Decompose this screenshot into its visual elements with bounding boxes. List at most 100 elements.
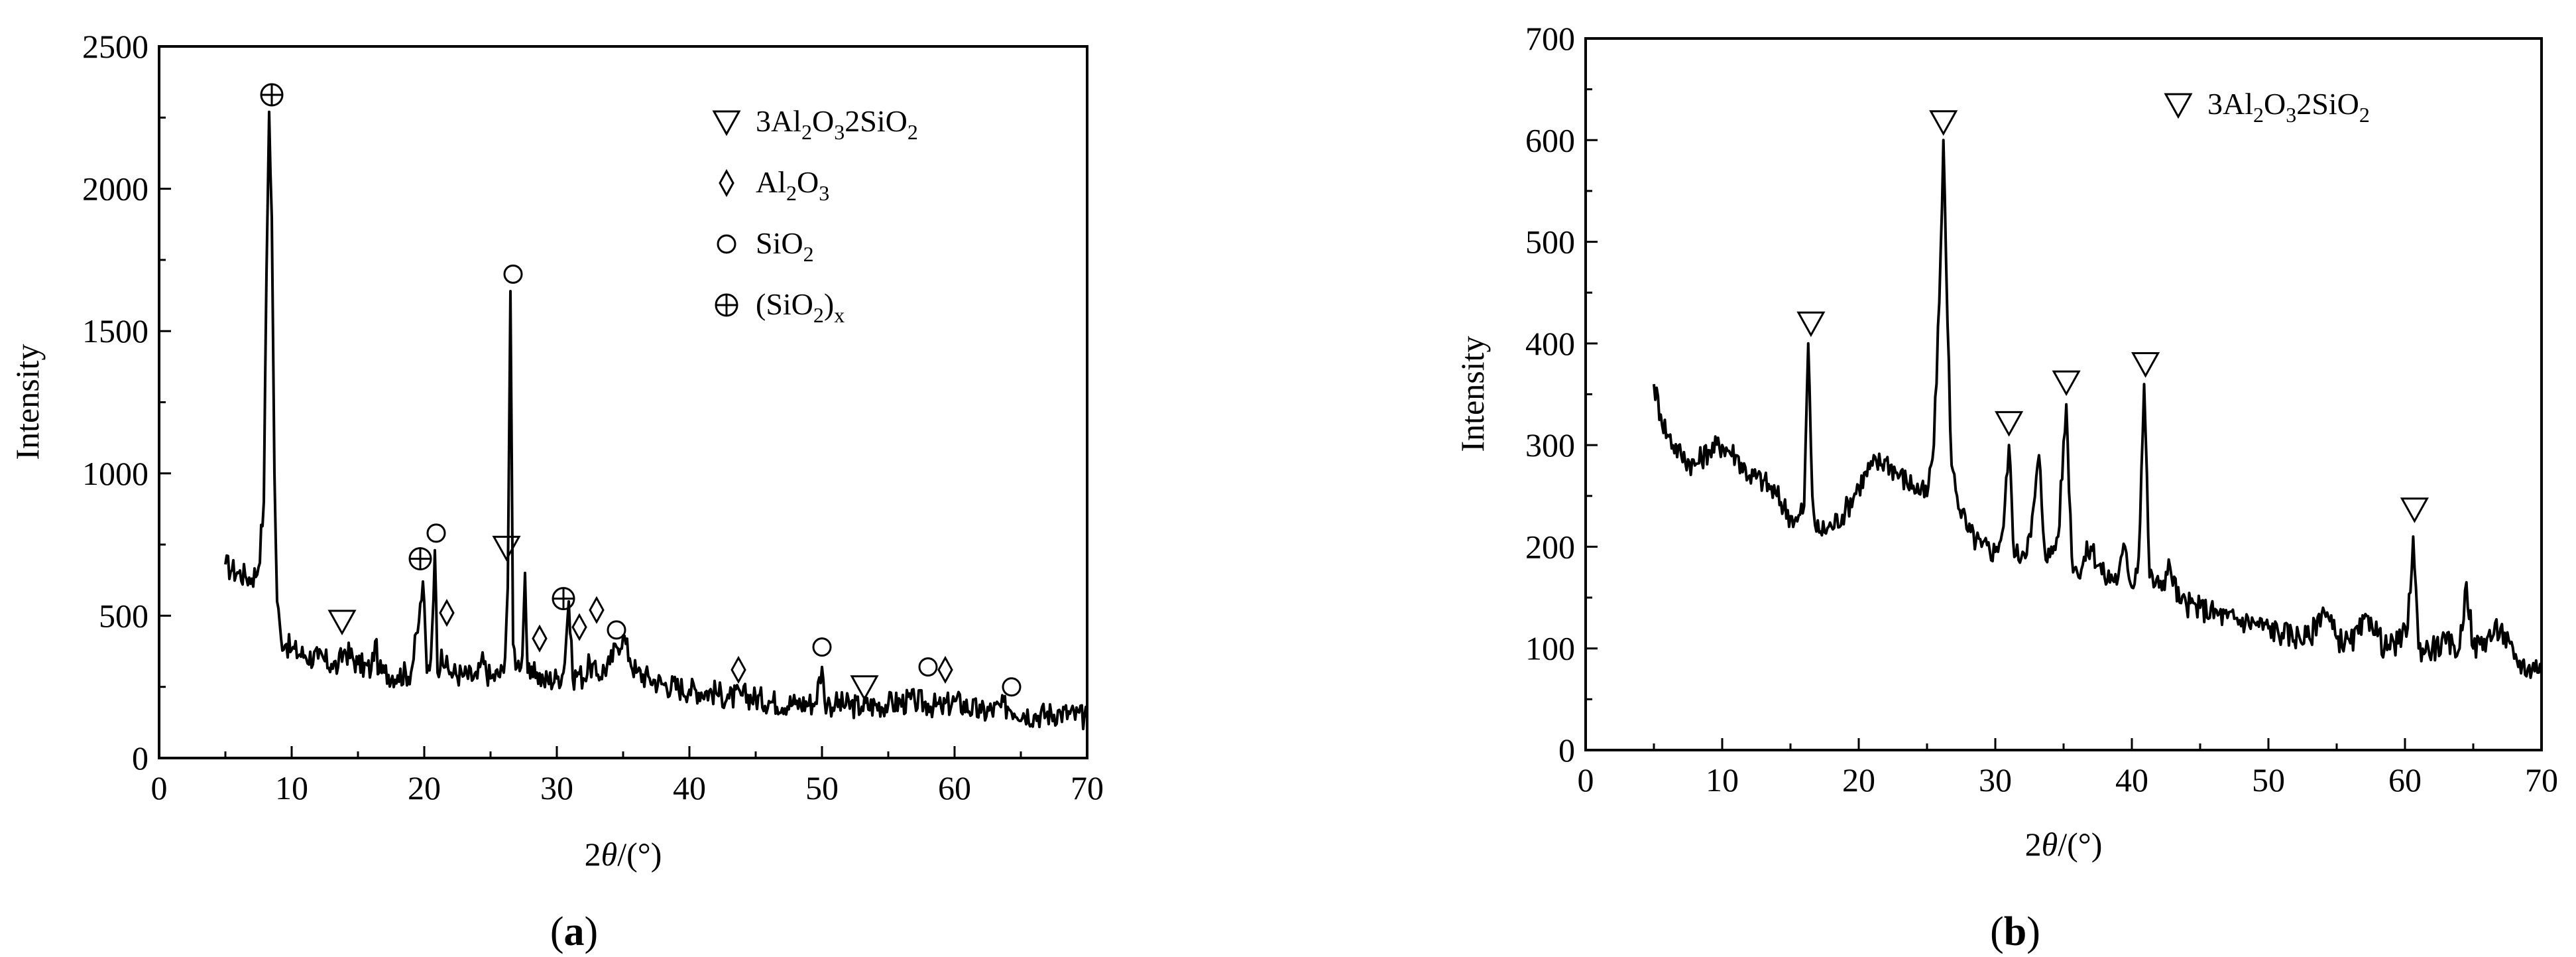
caption-b-letter: b bbox=[2004, 909, 2026, 954]
panel-b: 0 10 20 30 40 50 60 70 0 100 200 300 400 500 600 700 3… bbox=[1454, 20, 2558, 954]
legend-text: O bbox=[2264, 87, 2286, 121]
legend-text: 3Al bbox=[2207, 87, 2253, 121]
peak-marker-triangle bbox=[1796, 311, 1826, 338]
peak-marker-circle bbox=[503, 264, 523, 284]
peak-marker-group-a bbox=[260, 83, 1022, 701]
x-label-b-theta: θ bbox=[2042, 826, 2058, 863]
caption-b-close: ) bbox=[2026, 909, 2040, 954]
x-tick-label: 50 bbox=[805, 769, 839, 806]
legend-b: 3Al2O32SiO2 bbox=[2164, 87, 2370, 127]
legend-subscript: 3 bbox=[834, 120, 845, 144]
y-tick-label: 0 bbox=[1558, 732, 1575, 769]
legend-text: SiO bbox=[756, 226, 803, 260]
legend-text: 3Al bbox=[756, 104, 801, 138]
x-tick-label: 40 bbox=[2115, 761, 2148, 798]
x-tick-label: 10 bbox=[1706, 761, 1739, 798]
y-tick-label: 100 bbox=[1525, 630, 1575, 667]
peak-marker-diamond bbox=[589, 596, 605, 624]
x-tick-label: 60 bbox=[938, 769, 971, 806]
peak-marker-circle bbox=[607, 620, 626, 640]
legend-symbol-diamond bbox=[719, 168, 734, 198]
y-tick-label: 500 bbox=[1525, 223, 1575, 261]
x-tick-label: 70 bbox=[2525, 761, 2558, 798]
y-tick-label: 600 bbox=[1525, 121, 1575, 159]
legend-subscript: 2 bbox=[2359, 103, 2370, 127]
x-tick-label: 30 bbox=[1979, 761, 2012, 798]
diffraction-line-b bbox=[1653, 139, 2542, 679]
y-tick-group-b: 0 100 200 300 400 500 600 700 bbox=[1525, 20, 1598, 769]
y-tick-label: 500 bbox=[99, 597, 148, 634]
y-tick-label: 700 bbox=[1525, 20, 1575, 57]
peak-marker-diamond bbox=[532, 624, 548, 653]
peak-marker-triangle bbox=[2131, 352, 2160, 378]
y-tick-label: 1000 bbox=[82, 455, 148, 492]
peak-marker-triangle bbox=[1929, 110, 1958, 136]
x-tick-label: 0 bbox=[1578, 761, 1594, 798]
y-tick-label: 1500 bbox=[82, 312, 148, 350]
legend-text: 2SiO bbox=[845, 104, 907, 138]
y-tick-label: 2500 bbox=[82, 28, 148, 65]
x-tick-label: 60 bbox=[2388, 761, 2422, 798]
y-tick-label: 0 bbox=[132, 739, 148, 777]
legend-text: Al bbox=[756, 165, 786, 199]
legend-text: O bbox=[797, 165, 819, 199]
peak-marker-triangle bbox=[2400, 497, 2429, 523]
legend-text: ) bbox=[824, 287, 834, 321]
x-tick-label: 20 bbox=[1842, 761, 1875, 798]
peak-marker-triangle bbox=[327, 609, 357, 636]
x-tick-label: 0 bbox=[151, 769, 168, 806]
legend-entry-label: Al2O3 bbox=[756, 165, 829, 205]
x-label-b-unit: /(°) bbox=[2058, 826, 2102, 863]
legend-subscript: 2 bbox=[801, 120, 812, 144]
legend-symbol-triangle bbox=[2164, 93, 2193, 119]
x-tick-label: 50 bbox=[2252, 761, 2285, 798]
x-label-a-unit: /(°) bbox=[617, 836, 662, 873]
y-axis-label-b: Intensity bbox=[1454, 336, 1491, 452]
y-axis-label-a: Intensity bbox=[9, 344, 46, 460]
peak-marker-triangle bbox=[850, 675, 879, 701]
x-label-a-theta: θ bbox=[601, 836, 618, 873]
legend-entry-label: (SiO2)x bbox=[756, 287, 845, 327]
legend-symbol-circled-plus bbox=[715, 293, 738, 317]
caption-b: (b) bbox=[1990, 909, 2040, 954]
y-tick-label: 2000 bbox=[82, 170, 148, 208]
legend-text: 2SiO bbox=[2296, 87, 2359, 121]
peak-marker-circle bbox=[1002, 677, 1022, 697]
peak-marker-diamond bbox=[571, 613, 587, 641]
legend-subscript: 3 bbox=[2286, 103, 2296, 127]
peak-marker-triangle bbox=[1995, 411, 2024, 437]
legend-entry-label: 3Al2O32SiO2 bbox=[2207, 87, 2370, 127]
legend-text: (SiO bbox=[756, 287, 813, 321]
plot-frame-a bbox=[158, 45, 1088, 759]
peak-marker-diamond bbox=[439, 599, 455, 627]
legend-subscript: 2 bbox=[803, 242, 814, 266]
caption-a: (a) bbox=[550, 909, 598, 954]
legend-subscript: 2 bbox=[786, 181, 797, 205]
legend-subscript: 3 bbox=[819, 181, 829, 205]
peak-marker-circle bbox=[812, 637, 832, 657]
caption-a-open: ( bbox=[550, 909, 564, 954]
peak-marker-diamond bbox=[731, 655, 746, 684]
x-tick-label: 70 bbox=[1071, 769, 1104, 806]
peak-marker-triangle bbox=[2052, 370, 2081, 397]
peak-marker-circle bbox=[918, 657, 938, 677]
x-tick-label: 40 bbox=[673, 769, 706, 806]
x-tick-label: 10 bbox=[275, 769, 308, 806]
legend-subscript: 2 bbox=[907, 120, 918, 144]
peak-marker-group-b bbox=[1796, 110, 2429, 523]
y-tick-label: 300 bbox=[1525, 426, 1575, 464]
peak-marker-circle bbox=[426, 523, 446, 543]
legend-symbol-triangle bbox=[712, 110, 741, 137]
x-label-a-main: 2 bbox=[585, 836, 601, 873]
x-tick-label: 20 bbox=[408, 769, 441, 806]
x-tick-label: 30 bbox=[540, 769, 573, 806]
x-label-b-main: 2 bbox=[2025, 826, 2042, 863]
legend-entry-label: 3Al2O32SiO2 bbox=[756, 104, 918, 144]
diffraction-line-a bbox=[224, 110, 1088, 731]
peak-marker-triangle bbox=[492, 535, 521, 562]
y-tick-group-a: 0 500 1000 1500 2000 2500 bbox=[82, 28, 171, 777]
peak-marker-circled-plus bbox=[552, 587, 575, 611]
